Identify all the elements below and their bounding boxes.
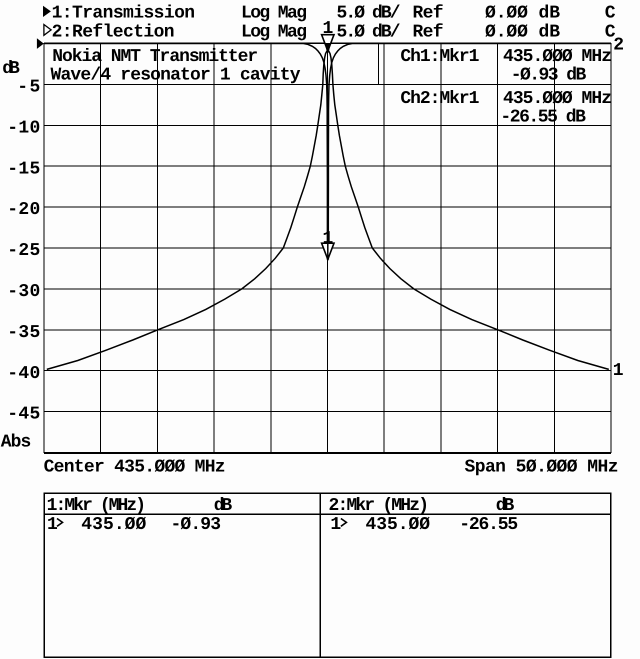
svg-text:-35: -35 bbox=[7, 323, 40, 343]
svg-text:435.ØØ: 435.ØØ bbox=[81, 515, 146, 535]
svg-text:Ø.ØØ dB: Ø.ØØ dB bbox=[485, 22, 560, 42]
svg-text:-45: -45 bbox=[7, 405, 40, 425]
svg-text:-10: -10 bbox=[7, 118, 40, 138]
svg-text:5.Ø dB/: 5.Ø dB/ bbox=[337, 3, 401, 23]
svg-text:Span 5Ø.ØØØ MHz: Span 5Ø.ØØØ MHz bbox=[465, 458, 619, 478]
svg-text:1:Transmission: 1:Transmission bbox=[52, 3, 196, 23]
svg-text:435.ØØ: 435.ØØ bbox=[366, 515, 431, 535]
svg-text:-40: -40 bbox=[7, 364, 40, 384]
svg-text:2:Reflection: 2:Reflection bbox=[52, 22, 175, 42]
svg-text:C: C bbox=[605, 22, 616, 42]
svg-text:-Ø.93 dB: -Ø.93 dB bbox=[511, 66, 587, 86]
svg-text:-26.55 dB: -26.55 dB bbox=[500, 108, 586, 128]
svg-text:1: 1 bbox=[322, 229, 333, 249]
svg-text:2:Mkr (MHz): 2:Mkr (MHz) bbox=[329, 496, 430, 516]
svg-text:Ch1:Mkr1: Ch1:Mkr1 bbox=[400, 47, 479, 67]
svg-text:-30: -30 bbox=[7, 282, 40, 302]
svg-text:-20: -20 bbox=[7, 200, 40, 220]
svg-text:Center 435.ØØØ MHz: Center 435.ØØØ MHz bbox=[44, 458, 226, 478]
svg-text:dB: dB bbox=[496, 496, 515, 516]
svg-text:-25: -25 bbox=[7, 241, 40, 261]
svg-text:dB: dB bbox=[2, 59, 20, 79]
svg-text:Ø.ØØ dB: Ø.ØØ dB bbox=[485, 3, 560, 23]
svg-text:Wave/4 resonator 1 cavity: Wave/4 resonator 1 cavity bbox=[51, 66, 301, 86]
svg-text:1: 1 bbox=[613, 361, 624, 381]
svg-text:Ch2:Mkr1: Ch2:Mkr1 bbox=[400, 89, 479, 109]
svg-text:1: 1 bbox=[47, 515, 58, 535]
svg-text:Abs: Abs bbox=[1, 433, 32, 453]
svg-text:435.ØØØ MHz: 435.ØØØ MHz bbox=[503, 47, 612, 67]
svg-text:-15: -15 bbox=[7, 159, 40, 179]
svg-text:Log Mag: Log Mag bbox=[241, 22, 307, 42]
svg-text:1:Mkr (MHz): 1:Mkr (MHz) bbox=[47, 496, 147, 516]
svg-text:Ref: Ref bbox=[413, 22, 444, 42]
svg-text:dB: dB bbox=[214, 496, 233, 516]
svg-text:C: C bbox=[605, 3, 616, 23]
svg-text:Ref: Ref bbox=[413, 3, 444, 23]
svg-text:Log Mag: Log Mag bbox=[241, 3, 307, 23]
svg-text:1: 1 bbox=[322, 19, 333, 39]
svg-text:2: 2 bbox=[613, 35, 624, 55]
svg-text:-26.55: -26.55 bbox=[459, 515, 518, 535]
svg-text:-5: -5 bbox=[17, 78, 40, 98]
svg-text:435.ØØØ MHz: 435.ØØØ MHz bbox=[503, 89, 612, 109]
svg-text:1: 1 bbox=[330, 515, 341, 535]
svg-text:Nokia NMT Transmitter: Nokia NMT Transmitter bbox=[52, 47, 258, 67]
svg-text:5.Ø dB/: 5.Ø dB/ bbox=[337, 22, 401, 42]
svg-text:-Ø.93: -Ø.93 bbox=[171, 515, 222, 535]
